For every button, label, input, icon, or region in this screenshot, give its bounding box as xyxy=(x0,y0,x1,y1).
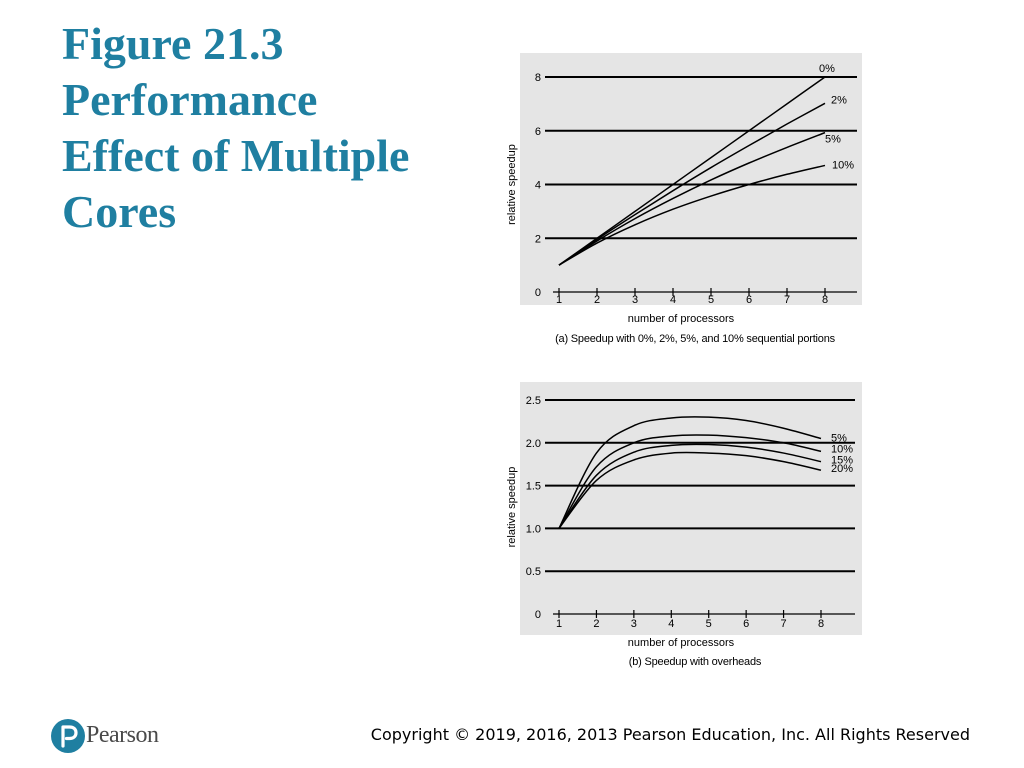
x-tick-label: 6 xyxy=(743,618,749,630)
title-line: Cores xyxy=(62,186,177,237)
y-tick-label: 2 xyxy=(535,233,541,245)
x-tick-label: 3 xyxy=(632,294,638,306)
y-tick-label: 4 xyxy=(535,180,541,192)
y-tick-label: 8 xyxy=(535,72,541,84)
x-tick-label: 4 xyxy=(670,294,676,306)
x-tick-label: 5 xyxy=(708,294,714,306)
y-axis-title: relative speedup xyxy=(506,144,518,225)
x-tick-label: 7 xyxy=(784,294,790,306)
x-tick-label: 1 xyxy=(556,294,562,306)
series-label: 15% xyxy=(831,455,853,467)
title-line: Figure 21.3 xyxy=(62,18,284,69)
chart-caption-a: (a) Speedup with 0%, 2%, 5%, and 10% seq… xyxy=(555,333,835,345)
y-tick-label: 1.5 xyxy=(526,481,541,493)
series-label: 5% xyxy=(825,134,841,146)
series-line-0pct xyxy=(558,76,826,266)
x-tick-label: 3 xyxy=(631,618,637,630)
series-line-10pct xyxy=(558,164,826,266)
plot-background xyxy=(520,382,862,635)
x-tick-label: 2 xyxy=(594,294,600,306)
y-tick-label: 6 xyxy=(535,126,541,138)
series-label: 10% xyxy=(831,443,853,455)
x-tick-label: 8 xyxy=(818,618,824,630)
series-line-15pct xyxy=(558,443,822,529)
x-tick-label: 8 xyxy=(822,294,828,306)
x-axis-title: number of processors xyxy=(628,637,735,649)
speedup-sequential-chart: 0 2 4 6 8 1 2 3 4 5 6 7 8 number of processors relativ… xyxy=(506,53,862,325)
x-axis-title: number of processors xyxy=(628,313,735,325)
y-tick-label: 2.0 xyxy=(526,438,541,450)
series-label: 0% xyxy=(819,63,835,75)
title-line: Effect of Multiple xyxy=(62,130,410,181)
title-line: Performance xyxy=(62,74,318,125)
series-label: 5% xyxy=(831,433,847,445)
y-axis-title: relative speedup xyxy=(506,467,518,548)
y-tick-label: 0 xyxy=(535,609,541,621)
series-line-5pct xyxy=(558,416,822,529)
x-tick-label: 2 xyxy=(593,618,599,630)
chart-caption-b: (b) Speedup with overheads xyxy=(628,656,762,668)
slide-title: Figure 21.3 Performance Effect of Multip… xyxy=(62,16,409,240)
series-line-20pct xyxy=(558,451,822,529)
pearson-logo-icon xyxy=(51,719,85,753)
series-line-5pct xyxy=(558,131,826,266)
speedup-overheads-chart: 0 0.5 1.0 1.5 2.0 2.5 1 2 3 4 5 6 7 8 number of proces… xyxy=(506,382,862,649)
series-label: 10% xyxy=(832,159,854,171)
series-line-10pct xyxy=(558,434,822,529)
copyright-notice: Copyright © 2019, 2016, 2013 Pearson Edu… xyxy=(370,725,970,744)
x-tick-label: 1 xyxy=(556,618,562,630)
pearson-logo-text: Pearson xyxy=(86,722,159,748)
y-tick-label: 1.0 xyxy=(526,523,541,535)
series-label: 2% xyxy=(831,94,847,106)
series-label: 20% xyxy=(831,463,853,475)
x-tick-label: 4 xyxy=(668,618,674,630)
y-tick-label: 0 xyxy=(535,287,541,299)
series-line-2pct xyxy=(558,102,826,266)
x-tick-label: 6 xyxy=(746,294,752,306)
y-tick-label: 0.5 xyxy=(526,566,541,578)
x-tick-label: 7 xyxy=(781,618,787,630)
y-tick-label: 2.5 xyxy=(526,395,541,407)
x-tick-label: 5 xyxy=(706,618,712,630)
